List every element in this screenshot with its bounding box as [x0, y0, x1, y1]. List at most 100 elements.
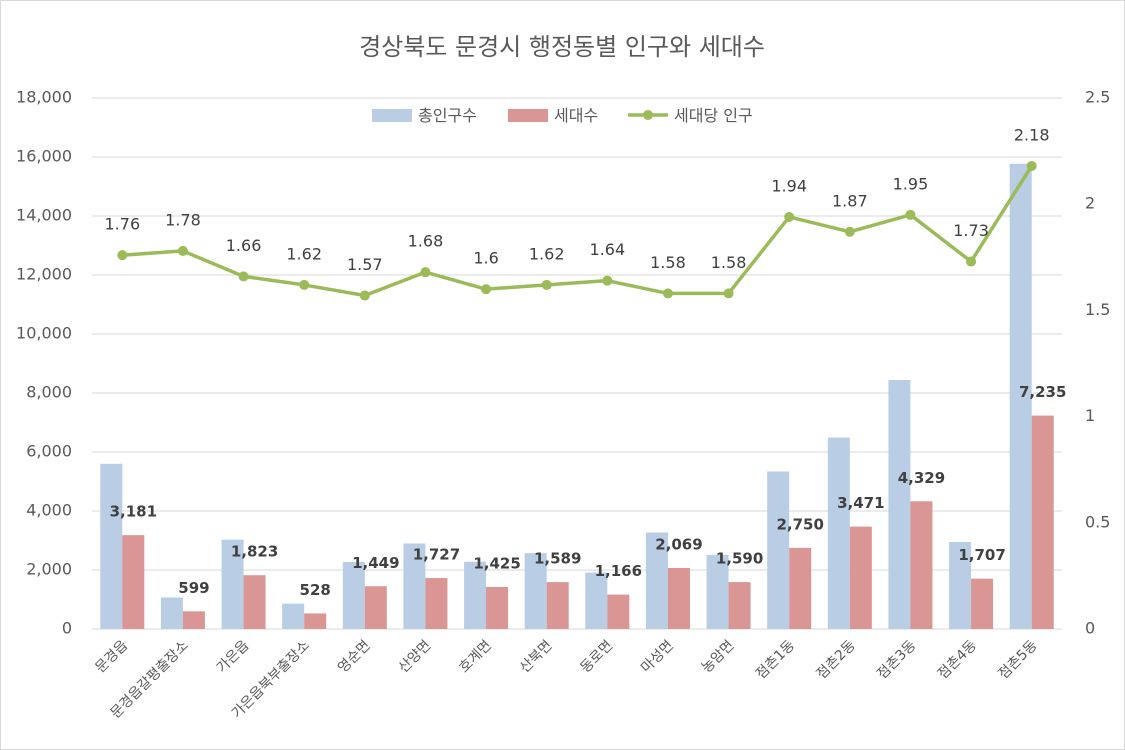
bar-households [1031, 415, 1054, 629]
bar-total-population [100, 463, 123, 629]
bar-data-label: 528 [300, 581, 331, 599]
left-axis-tick-label: 10,000 [16, 324, 72, 343]
legend-label-households: 세대수 [554, 106, 598, 125]
bar-total-population [464, 561, 487, 629]
bar-total-population [706, 554, 729, 629]
per-household-marker [481, 284, 492, 295]
per-household-marker [784, 211, 795, 222]
right-axis-tick-label: 2.5 [1085, 88, 1110, 107]
line-data-label: 1.64 [590, 240, 626, 259]
line-series [117, 160, 1037, 301]
line-data-label: 1.6 [473, 249, 498, 268]
line-data-label: 1.87 [832, 191, 868, 210]
per-household-marker [177, 245, 188, 256]
bar-data-label: 2,069 [655, 535, 702, 553]
right-axis-tick-label: 0 [1085, 619, 1095, 638]
per-household-marker [905, 209, 916, 220]
bar-households [789, 547, 812, 629]
line-data-label: 1.73 [953, 221, 989, 240]
left-axis-tick-label: 16,000 [16, 147, 72, 166]
per-household-marker [662, 288, 673, 299]
bar-households [425, 578, 448, 629]
bar-data-label: 1,590 [716, 550, 763, 568]
right-axis-tick-label: 0.5 [1085, 512, 1110, 531]
bar-total-population [888, 380, 911, 629]
right-axis-tick-labels: 0 0.5 1 1.5 2 2.5 [1085, 88, 1110, 638]
legend-swatch-households [508, 109, 548, 122]
per-household-marker [541, 279, 552, 290]
bar-data-label: 1,589 [534, 550, 581, 568]
bar-total-population [767, 471, 790, 629]
left-axis-tick-label: 18,000 [16, 88, 72, 107]
left-axis-tick-label: 8,000 [26, 383, 72, 402]
bar-households [728, 582, 751, 629]
line-data-label: 1.94 [771, 176, 807, 195]
bar-data-label: 1,449 [352, 554, 399, 572]
line-data-label: 1.95 [893, 174, 929, 193]
left-axis-tick-label: 4,000 [26, 501, 72, 520]
per-household-marker [117, 250, 128, 261]
line-data-label: 1.76 [105, 215, 141, 234]
right-axis-tick-label: 2 [1085, 194, 1095, 213]
per-household-marker [602, 275, 613, 286]
bar-households [182, 611, 205, 629]
left-axis-tick-label: 6,000 [26, 442, 72, 461]
bar-data-label: 4,329 [898, 469, 945, 487]
bar-data-label: 599 [178, 579, 209, 597]
per-household-marker [299, 279, 310, 290]
bar-households [667, 567, 690, 629]
bar-data-label: 3,181 [110, 503, 157, 521]
per-household-marker [359, 290, 370, 301]
bar-households [486, 586, 509, 629]
right-axis-tick-label: 1 [1085, 406, 1095, 425]
left-axis-tick-label: 0 [62, 619, 72, 638]
chart-title: 경상북도 문경시 행정동별 인구와 세대수 [359, 33, 765, 61]
bar-total-population [827, 437, 850, 629]
legend-swatch-per-household-marker [643, 110, 653, 120]
line-data-label: 1.66 [226, 236, 262, 255]
bar-households [849, 526, 872, 629]
bar-data-label: 1,707 [958, 546, 1005, 564]
bar-total-population [1009, 163, 1032, 629]
left-axis-tick-label: 12,000 [16, 265, 72, 284]
bar-series [100, 163, 1054, 629]
left-axis-tick-labels: 0 2,000 4,000 6,000 8,000 10,000 12,000 14,000 1… [16, 88, 72, 638]
bar-total-population [282, 603, 305, 629]
left-axis-tick-label: 14,000 [16, 206, 72, 225]
legend-swatch-total-population [372, 109, 412, 122]
per-household-marker [844, 226, 855, 237]
bar-households [243, 575, 266, 629]
line-data-label: 1.62 [529, 244, 565, 263]
bar-total-population [585, 572, 608, 629]
per-household-marker [420, 267, 431, 278]
bar-households [910, 501, 933, 629]
per-household-marker [238, 271, 249, 282]
per-household-line [122, 165, 1034, 298]
line-data-labels: 1.76 1.78 1.66 1.62 1.57 1.68 1.6 1.62 1.64 1.58 1… [105, 125, 1050, 274]
bar-data-label: 1,425 [473, 554, 520, 572]
per-household-marker [1026, 160, 1037, 171]
legend: 총인구수 세대수 세대당 인구 [372, 106, 753, 125]
bar-households [546, 582, 569, 629]
line-data-label: 1.58 [711, 253, 747, 272]
bar-data-label: 1,727 [413, 546, 460, 564]
bar-households [304, 613, 327, 629]
bar-data-label: 1,823 [231, 543, 278, 561]
per-household-marker [966, 256, 977, 267]
line-data-label: 1.68 [408, 232, 444, 251]
bar-households [607, 594, 630, 629]
legend-label-total-population: 총인구수 [418, 106, 477, 125]
bar-data-label: 1,166 [595, 562, 642, 580]
bar-total-population [949, 541, 972, 629]
left-axis-tick-label: 2,000 [26, 560, 72, 579]
bar-households [364, 586, 387, 629]
line-data-label: 1.57 [347, 255, 383, 274]
bar-data-label: 3,471 [837, 494, 884, 512]
line-data-label: 1.62 [286, 244, 322, 263]
bar-total-population [160, 597, 183, 629]
bar-total-population [524, 553, 547, 629]
line-data-label: 1.78 [165, 210, 201, 229]
bar-total-population [403, 543, 426, 629]
legend-label-per-household: 세대당 인구 [674, 106, 753, 125]
